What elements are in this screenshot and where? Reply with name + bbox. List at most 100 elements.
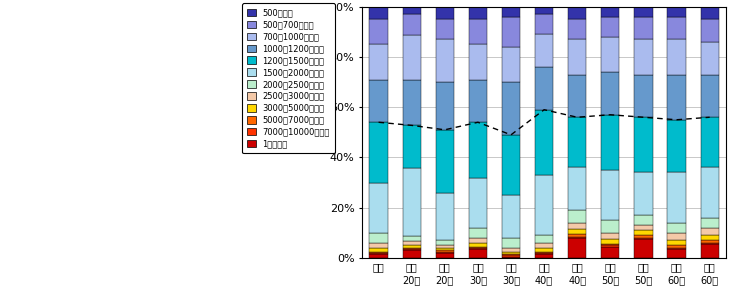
Bar — [634, 235, 652, 238]
Bar — [568, 229, 586, 234]
Bar — [701, 7, 719, 19]
Bar — [601, 233, 620, 239]
Bar — [601, 220, 620, 233]
Bar — [370, 19, 388, 44]
Bar — [502, 252, 520, 254]
Bar — [535, 243, 553, 248]
Bar — [436, 7, 454, 19]
Bar — [469, 249, 487, 258]
Bar — [402, 35, 421, 80]
Bar — [535, 34, 553, 67]
Bar — [402, 250, 421, 258]
Bar — [668, 39, 686, 75]
Bar — [634, 7, 652, 17]
Bar — [469, 228, 487, 238]
Bar — [469, 248, 487, 249]
Bar — [469, 247, 487, 248]
Bar — [370, 183, 388, 233]
Bar — [370, 248, 388, 252]
Bar — [469, 122, 487, 177]
Bar — [568, 19, 586, 39]
Bar — [402, 80, 421, 125]
Bar — [568, 210, 586, 223]
Bar — [402, 241, 421, 245]
Bar — [402, 14, 421, 35]
Bar — [634, 75, 652, 117]
Bar — [502, 257, 520, 258]
Bar — [436, 245, 454, 248]
Bar — [436, 39, 454, 82]
Bar — [436, 19, 454, 39]
Bar — [535, 14, 553, 34]
Bar — [370, 243, 388, 248]
Bar — [502, 17, 520, 47]
Bar — [535, 254, 553, 258]
Bar — [535, 175, 553, 235]
Bar — [634, 225, 652, 230]
Bar — [436, 248, 454, 250]
Bar — [502, 255, 520, 257]
Bar — [568, 75, 586, 117]
Bar — [701, 228, 719, 235]
Bar — [601, 7, 620, 17]
Bar — [402, 125, 421, 168]
Bar — [502, 254, 520, 255]
Bar — [436, 130, 454, 193]
Bar — [568, 236, 586, 238]
Bar — [535, 67, 553, 110]
Bar — [502, 135, 520, 195]
Bar — [469, 7, 487, 19]
Bar — [701, 235, 719, 240]
Bar — [402, 236, 421, 241]
Bar — [701, 167, 719, 218]
Bar — [436, 240, 454, 245]
Bar — [668, 173, 686, 223]
Bar — [469, 238, 487, 243]
Bar — [668, 75, 686, 120]
Bar — [370, 253, 388, 254]
Bar — [634, 117, 652, 173]
Bar — [535, 248, 553, 252]
Bar — [535, 252, 553, 253]
Bar — [370, 254, 388, 258]
Bar — [601, 72, 620, 115]
Bar — [402, 248, 421, 249]
Bar — [601, 245, 620, 247]
Bar — [634, 239, 652, 258]
Bar — [436, 193, 454, 240]
Bar — [370, 79, 388, 122]
Bar — [469, 79, 487, 122]
Bar — [634, 173, 652, 215]
Bar — [502, 248, 520, 252]
Bar — [634, 17, 652, 39]
Bar — [502, 82, 520, 135]
Bar — [701, 117, 719, 167]
Bar — [535, 253, 553, 254]
Bar — [634, 238, 652, 239]
Bar — [701, 75, 719, 117]
Bar — [402, 249, 421, 250]
Bar — [601, 247, 620, 258]
Bar — [436, 82, 454, 130]
Bar — [469, 44, 487, 79]
Bar — [668, 245, 686, 248]
Bar — [568, 238, 586, 258]
Bar — [370, 44, 388, 79]
Bar — [601, 170, 620, 220]
Bar — [701, 243, 719, 244]
Bar — [668, 120, 686, 173]
Bar — [634, 215, 652, 225]
Bar — [535, 7, 553, 14]
Bar — [568, 234, 586, 236]
Bar — [370, 122, 388, 183]
Bar — [469, 19, 487, 44]
Bar — [601, 115, 620, 170]
Bar — [668, 223, 686, 233]
Bar — [502, 195, 520, 238]
Bar — [502, 47, 520, 82]
Bar — [701, 244, 719, 258]
Bar — [469, 243, 487, 247]
Bar — [701, 218, 719, 228]
Legend: 500円未満, 500～700円未満, 700～1000円未満, 1000～1200円未満, 1200～1500円未満, 1500～2000円未満, 2000～: 500円未満, 500～700円未満, 700～1000円未満, 1000～12… — [242, 3, 335, 154]
Bar — [402, 245, 421, 248]
